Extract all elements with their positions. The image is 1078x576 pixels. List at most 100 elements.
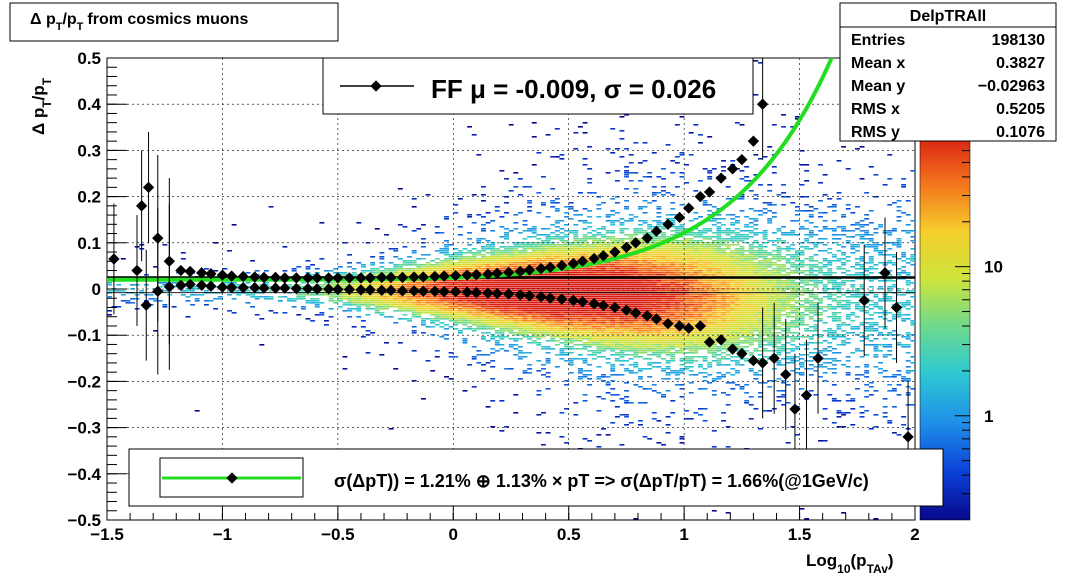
upper-point-marker — [364, 272, 376, 284]
lower-point-marker — [902, 431, 914, 443]
colorbar-tick-label: 1 — [984, 407, 993, 426]
upper-point-marker — [258, 271, 270, 284]
upper-point-marker — [491, 267, 503, 279]
upper-point-marker — [556, 259, 568, 272]
upper-point-marker — [195, 267, 208, 279]
lower-point-marker — [429, 285, 441, 297]
upper-point-marker — [332, 272, 344, 284]
lower-point-marker — [408, 285, 420, 297]
lower-point-marker — [535, 291, 547, 303]
upper-point-marker — [576, 255, 589, 267]
lower-point-marker — [184, 278, 196, 291]
stats-label: Entries — [851, 32, 905, 49]
lower-point-marker — [258, 282, 270, 294]
stats-value: 0.3827 — [996, 55, 1045, 72]
lower-point-marker — [800, 389, 813, 401]
lower-point-marker — [237, 281, 249, 294]
upper-point-marker — [237, 270, 249, 283]
upper-point-marker — [216, 269, 229, 281]
upper-point-marker — [523, 264, 536, 276]
lower-point-marker — [556, 293, 568, 305]
upper-point-marker — [205, 268, 217, 280]
y-tick-label: −0.2 — [67, 372, 101, 391]
lower-point-marker — [491, 287, 503, 300]
x-tick-label: −1 — [213, 525, 232, 544]
upper-point-marker — [290, 272, 302, 284]
legend-top-text: FF μ = -0.009, σ = 0.026 — [431, 74, 716, 104]
lower-point-marker — [140, 299, 152, 311]
x-tick-label: 0.5 — [557, 525, 581, 544]
y-tick-label: −0.4 — [67, 465, 101, 484]
x-tick-label: 1 — [679, 525, 688, 544]
y-tick-label: −0.3 — [67, 419, 101, 438]
lower-point-marker — [195, 279, 208, 291]
upper-point-marker — [396, 271, 409, 284]
lower-point-marker — [597, 299, 609, 312]
upper-point-marker — [279, 272, 291, 284]
lower-point-marker — [768, 352, 780, 364]
upper-point-marker — [620, 241, 633, 254]
lower-point-marker — [503, 288, 515, 300]
lower-point-marker — [673, 320, 686, 332]
lower-point-marker — [514, 289, 526, 301]
lower-point-marker — [332, 283, 344, 296]
y-axis-label: Δ pT/pT — [29, 77, 54, 135]
upper-point-marker — [311, 272, 323, 284]
lower-point-marker — [322, 283, 335, 295]
lower-point-marker — [567, 294, 579, 307]
stats-value: 198130 — [992, 32, 1045, 49]
lower-point-marker — [438, 286, 450, 298]
lower-point-marker — [703, 336, 716, 348]
x-tick-label: 1.5 — [788, 525, 812, 544]
upper-point-marker — [694, 190, 706, 203]
lower-point-marker — [482, 287, 494, 299]
lower-point-marker — [269, 282, 282, 294]
lower-point-marker — [205, 280, 217, 292]
lower-point-marker — [461, 286, 473, 298]
lower-point-marker — [175, 279, 187, 291]
legend-bottom-marker — [226, 472, 238, 484]
lower-point-marker — [470, 287, 483, 299]
lower-point-marker — [650, 313, 663, 325]
lower-point-marker — [858, 294, 870, 307]
upper-point-marker — [503, 266, 515, 279]
upper-point-marker — [429, 270, 441, 283]
lower-point-marker — [417, 285, 429, 297]
chart-title: Δ pT/pT from cosmics muons — [30, 11, 248, 33]
upper-point-marker — [736, 153, 748, 166]
lower-point-marker — [879, 267, 891, 279]
colorbar-tick-label: 10 — [984, 258, 1003, 277]
y-tick-label: 0.2 — [77, 188, 101, 207]
lower-point-marker — [279, 282, 291, 294]
lower-point-marker — [343, 283, 356, 296]
lower-point-marker — [523, 290, 536, 302]
upper-point-marker — [226, 270, 238, 282]
upper-point-marker — [461, 269, 473, 281]
lower-point-marker — [544, 292, 556, 304]
legend-bottom-text: σ(ΔpT)) = 1.21% ⊕ 1.13% × pT => σ(ΔpT/pT… — [334, 471, 869, 491]
upper-point-marker — [641, 232, 653, 244]
lower-point-marker — [302, 282, 314, 295]
upper-point-marker — [673, 211, 686, 224]
lower-point-marker — [641, 310, 653, 322]
x-axis-ticks: −1.5 −1 −0.5 0 0.5 1 1.5 2 — [90, 506, 920, 544]
upper-point-marker — [184, 265, 196, 278]
colorbar-ticks: 1 10 — [955, 140, 1003, 495]
stats-box — [839, 2, 1057, 142]
stats-box-title: DelpTRAll — [910, 8, 986, 25]
upper-point-marker — [703, 186, 716, 198]
y-tick-label: −0.5 — [67, 511, 101, 530]
lower-point-marker — [290, 282, 302, 295]
lower-point-marker — [736, 348, 748, 360]
y-tick-label: 0 — [92, 280, 101, 299]
upper-point-marker — [249, 271, 261, 283]
upper-point-marker — [135, 200, 148, 212]
stats-label: RMS x — [851, 101, 900, 118]
y-tick-label: 0.3 — [77, 141, 101, 160]
lower-point-marker — [726, 343, 739, 355]
lower-point-marker — [662, 317, 674, 330]
x-tick-label: 0 — [449, 525, 458, 544]
upper-point-marker — [408, 271, 420, 283]
stats-rows: Entries 198130 Mean x 0.3827 Mean y −0.02963 R… — [851, 32, 1045, 141]
